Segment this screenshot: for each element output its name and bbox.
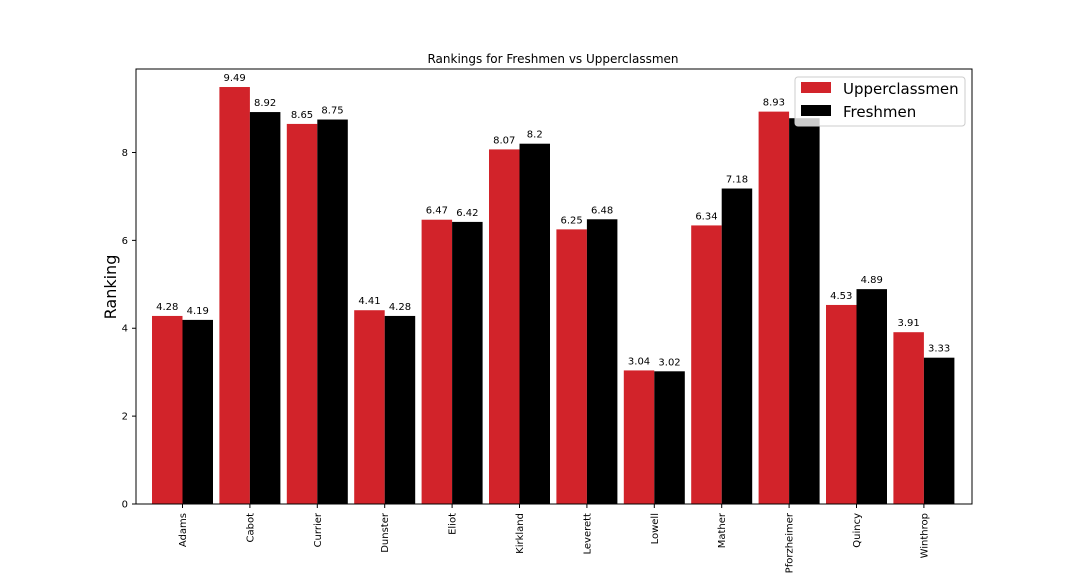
x-tick-label: Pforzheimer [785,512,796,573]
legend-label-upperclassmen: Upperclassmen [843,80,959,98]
bar-upperclassmen-mather [691,225,722,504]
bar-upperclassmen-dunster [354,310,385,504]
x-tick-label: Eliot [448,513,459,535]
y-tick-label: 8 [122,148,128,159]
bar-value-label: 6.48 [591,205,613,216]
legend-box [794,76,966,127]
x-tick-label: Mather [717,512,728,548]
y-tick-label: 2 [122,412,128,423]
x-tick-label: Dunster [380,512,391,553]
legend-swatch-freshmen [801,105,831,116]
bar-freshmen-dunster [384,315,416,504]
bar-freshmen-kirkland [519,143,550,505]
bar-value-label: 8.07 [493,135,515,146]
bar-freshmen-cabot [249,112,281,504]
bar-value-label: 8.65 [291,110,313,121]
bar-value-label: 4.89 [861,275,883,286]
plot-frame [135,68,973,505]
bar-upperclassmen-cabot [219,87,250,505]
bar-upperclassmen-lowell [623,370,655,504]
bar-value-label: 3.02 [658,357,680,368]
x-tick-label: Quincy [852,513,863,548]
bar-value-label: 8.2 [527,130,543,141]
legend-swatch-upperclassmen [801,82,831,93]
bar-value-label: 6.42 [456,208,478,219]
bar-value-label: 8.75 [321,106,343,117]
bars-layer [152,87,955,505]
bar-upperclassmen-pforzheimer [758,111,790,504]
bar-value-label: 4.28 [156,302,178,313]
x-tick-label: Currier [313,512,324,547]
x-tick-label: Cabot [245,513,256,543]
x-axis-ticks: Adams Cabot Currier Dunster Eliot Kirkland Lev… [178,504,930,573]
bar-value-label: 3.04 [628,356,650,367]
x-tick-label: Lowell [650,513,661,544]
bar-upperclassmen-winthrop [893,332,924,504]
bar-value-label: 6.47 [426,206,448,217]
x-tick-label: Leverett [582,513,593,555]
bar-upperclassmen-currier [286,123,318,504]
y-tick-label: 6 [122,236,128,247]
bar-upperclassmen-quincy [826,304,857,504]
bar-value-label: 3.91 [898,318,920,329]
y-axis-label: Ranking [101,255,120,320]
bar-value-label: 9.49 [224,73,246,84]
bar-value-label: 4.28 [389,302,411,313]
bar-upperclassmen-kirkland [489,149,520,504]
y-tick-label: 4 [122,324,128,335]
bar-value-label: 4.53 [830,291,852,302]
bar-value-label: 8.93 [763,98,785,109]
bar-freshmen-currier [317,119,348,504]
bar-value-label: 6.34 [695,211,717,222]
x-tick-label: Adams [178,513,189,547]
legend: Upperclassmen Freshmen [794,76,966,127]
bar-freshmen-lowell [654,371,685,504]
y-axis-ticks: 0 2 4 6 8 [122,148,136,511]
bar-freshmen-pforzheimer [789,118,820,504]
bar-freshmen-mather [721,188,753,505]
bar-upperclassmen-leverett [556,229,587,504]
bar-value-label: 4.41 [358,296,380,307]
bar-freshmen-adams [182,319,213,504]
y-tick-label: 0 [122,500,128,511]
bar-value-label: 8.92 [254,98,276,109]
bar-freshmen-eliot [452,221,483,504]
bar-value-label: 6.25 [561,215,583,226]
chart-title: Rankings for Freshmen vs Upperclassmen [427,52,678,66]
x-tick-label: Winthrop [919,513,930,558]
bar-freshmen-leverett [586,219,618,505]
bar-value-label: 3.33 [928,344,950,355]
bar-value-label: 4.19 [187,306,209,317]
bar-upperclassmen-eliot [421,219,453,504]
legend-label-freshmen: Freshmen [843,103,916,121]
bar-freshmen-quincy [856,289,887,504]
bar-upperclassmen-adams [152,315,183,504]
x-tick-label: Kirkland [515,513,526,554]
bar-value-label: 7.18 [726,175,748,186]
bar-labels-layer: 4.28 4.19 9.49 8.92 8.65 8.75 4.41 4.28 6.47 6.42… [156,73,950,368]
bar-freshmen-winthrop [923,357,955,504]
